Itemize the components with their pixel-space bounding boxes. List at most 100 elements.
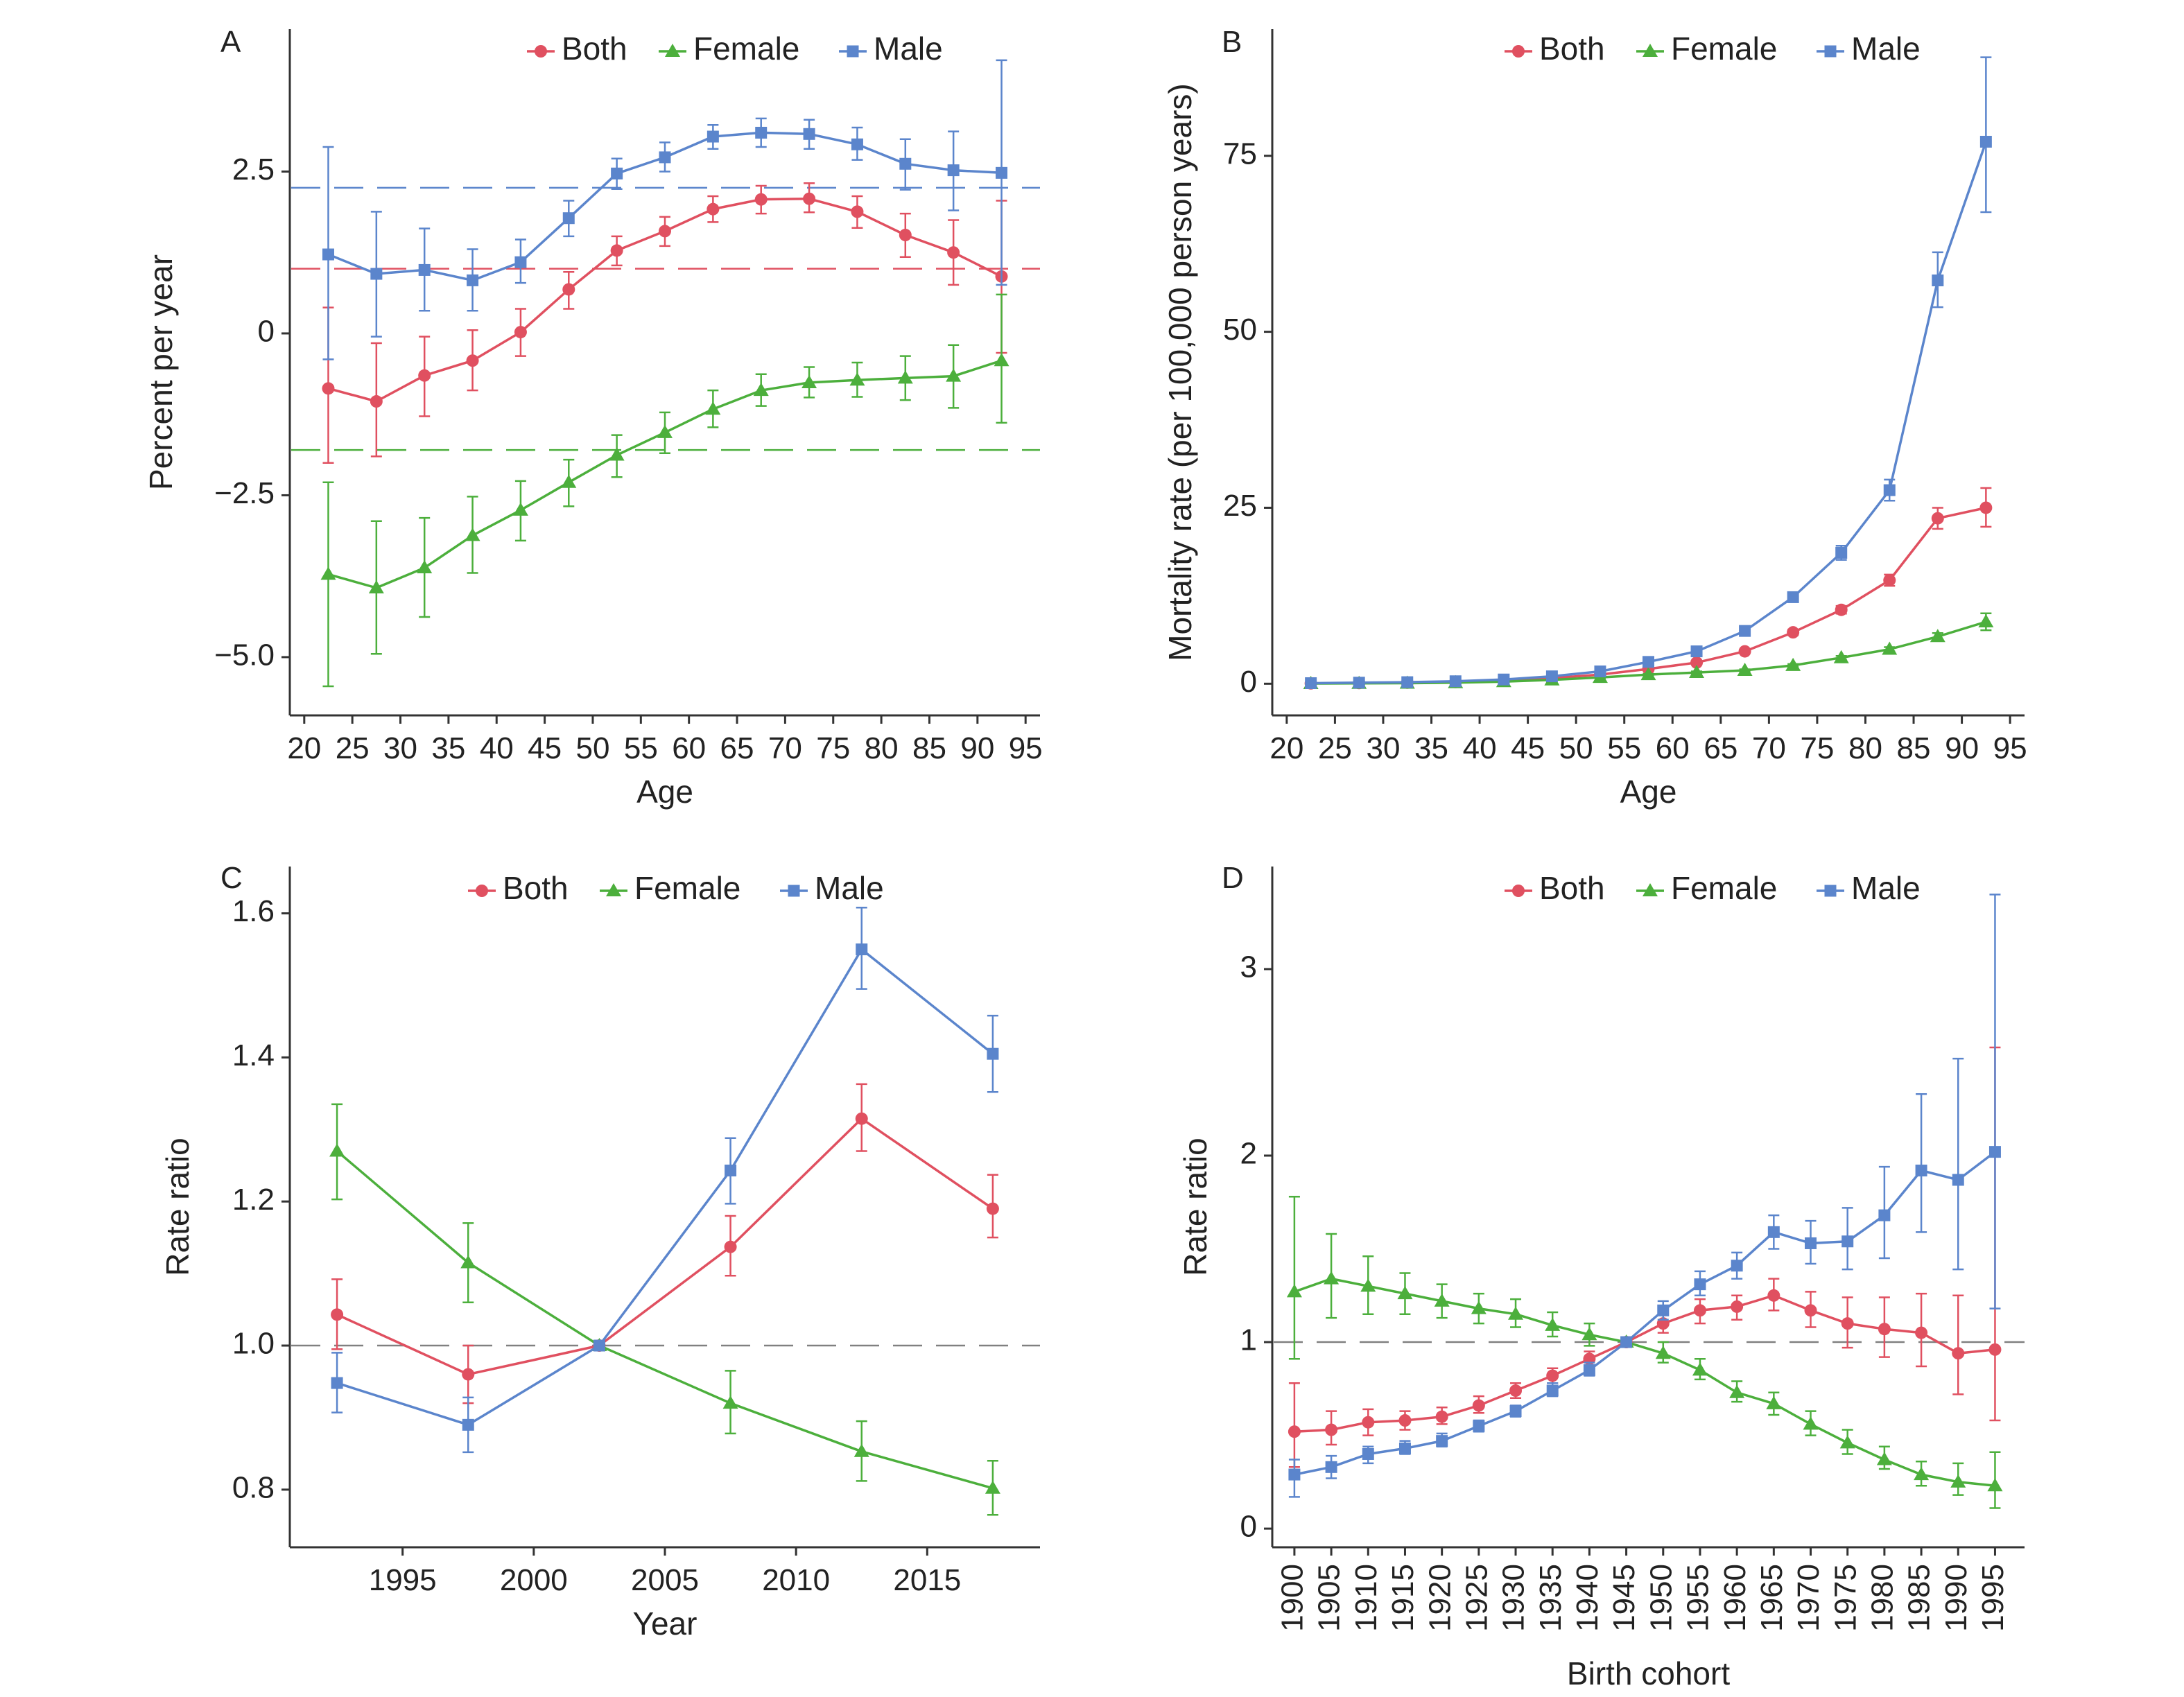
legend-label: Male [815,870,884,906]
data-point [707,202,720,216]
x-tick-label: 2015 [893,1563,961,1597]
data-point [947,246,960,259]
data-point [801,374,817,388]
data-point [1787,591,1799,603]
data-point [851,205,864,218]
data-point [1979,135,1992,148]
x-tick-label: 1960 [1718,1564,1752,1632]
y-tick-label: 0 [1240,1510,1257,1544]
data-point [1657,1304,1670,1316]
legend-label: Female [1671,31,1777,67]
legend-label: Female [693,31,799,67]
data-point [849,372,865,386]
data-point [855,1112,868,1125]
data-point [1655,1346,1671,1359]
legend-item-male: Male [839,31,943,67]
data-point [803,128,815,140]
data-point [1878,1209,1891,1221]
panel-c: C 0.8 1.0 1.2 1.4 1.6 1995 2000 2005 2010 2015 Year… [159,861,1040,1642]
x-tick-label: 70 [768,731,802,765]
data-point [1353,677,1365,689]
x-tick-label: 80 [865,731,899,765]
y-tick-label: 1.4 [232,1038,275,1072]
data-point [1767,1226,1780,1238]
y-tick-label: 50 [1223,313,1257,347]
series-line [1294,1277,1995,1487]
data-point [1914,1467,1930,1481]
y-axis-label: Percent per year [143,254,179,490]
data-point [1398,1442,1411,1454]
legend-marker [535,45,547,58]
data-point [331,1308,344,1321]
data-point [561,474,577,488]
x-tick-label: 1985 [1903,1564,1936,1632]
legend-label: Both [1539,870,1605,906]
data-point [1731,1260,1743,1272]
x-axis-label: Birth cohort [1567,1655,1730,1691]
x-tick-label: 1995 [1976,1564,2010,1632]
data-point [1876,1452,1892,1465]
x-tick-label: 1975 [1828,1564,1862,1632]
data-point [987,1047,999,1060]
legend-item-both: Both [1505,870,1605,906]
series-line [336,948,994,1427]
data-point [1325,1461,1337,1473]
data-point [853,1443,869,1457]
legend-marker [476,885,488,897]
legend-marker [1512,885,1525,897]
y-tick-label: −2.5 [214,476,275,510]
data-point [1835,546,1848,559]
y-tick-label: 75 [1223,137,1257,171]
data-point [1931,512,1944,525]
series-line [336,1117,994,1376]
panel-b: B 0 25 50 75 20 25 30 35 40 45 50 55 60 65 70 75 80 85 90 95… [1162,25,2027,810]
data-point [803,192,816,205]
x-tick-label: 95 [1993,731,2027,765]
data-point [1841,1235,1854,1248]
y-tick-label: 2.5 [232,153,275,186]
data-point [1952,1174,1964,1186]
data-point [1498,673,1510,686]
data-point [1878,1323,1891,1336]
data-point [1785,657,1801,671]
data-point [1693,1304,1706,1317]
data-point [1640,667,1656,681]
x-axis-label: Age [1620,774,1677,810]
data-point [1978,613,1994,627]
y-tick-label: 3 [1240,950,1257,984]
data-point [725,1165,737,1177]
data-point [994,353,1009,367]
x-tick-label: 25 [1318,731,1352,765]
data-point [331,1377,343,1389]
panel-a: A 2.5 0 −2.5 −5.0 20 25 30 35 40 45 50 55 60 65 70 75 80 8… [143,25,1043,810]
data-point [657,424,673,438]
x-tick-label: 50 [575,731,609,765]
data-point [1839,1435,1855,1449]
data-point [724,1240,737,1253]
x-tick-label: 1920 [1423,1564,1457,1632]
data-point [610,244,623,257]
data-point [1766,1395,1782,1409]
x-tick-label: 75 [816,731,850,765]
x-tick-label: 1930 [1497,1564,1531,1632]
data-point [514,326,527,339]
y-tick-label: 0 [1240,665,1257,699]
x-tick-label: 70 [1752,731,1786,765]
data-point [1731,1300,1744,1313]
data-point [1689,665,1705,679]
data-point [1546,1369,1559,1382]
x-tick-label: 1955 [1681,1564,1715,1632]
x-tick-label: 1910 [1349,1564,1383,1632]
data-point [462,1418,474,1431]
data-point [1883,484,1896,496]
x-tick-label: 90 [960,731,994,765]
y-axis-label: Mortality rate (per 100,000 person years… [1162,83,1198,661]
data-point [1435,1410,1448,1423]
x-tick-label: 1995 [369,1563,437,1597]
legend-label: Female [634,870,740,906]
data-point [329,1143,345,1157]
x-tick-label: 1900 [1276,1564,1310,1632]
data-point [1767,1289,1780,1302]
y-tick-label: 1.0 [232,1327,275,1361]
x-tick-label: 45 [528,731,562,765]
